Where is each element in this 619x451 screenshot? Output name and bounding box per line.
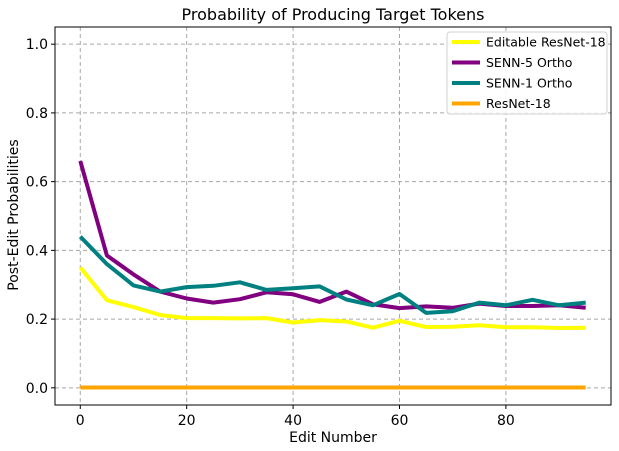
- plot-area-frame: [54, 26, 612, 406]
- y-tick-label: 0.0: [26, 381, 48, 397]
- legend-label-editable-resnet-18: Editable ResNet-18: [486, 35, 606, 50]
- legend: Editable ResNet-18 SENN-5 Ortho SENN-1 Ort…: [446, 31, 608, 115]
- series-line-editable-resnet-18: [78, 266, 586, 330]
- x-tick-label: 20: [178, 413, 196, 429]
- series-line-senn-5-ortho: [78, 160, 586, 311]
- legend-label-senn-1-ortho: SENN-1 Ortho: [486, 76, 572, 91]
- x-tick-label: 0: [76, 413, 85, 429]
- x-axis-label: Edit Number: [289, 430, 377, 446]
- x-tick-label: 80: [497, 413, 515, 429]
- y-tick-label: 0.8: [26, 106, 48, 122]
- axis-ticks: 0 20 40 60 80 0.0 0.2 0.4 0.6 0.8 1.0: [26, 37, 515, 429]
- y-tick-label: 0.2: [26, 312, 48, 328]
- x-tick-label: 40: [284, 413, 302, 429]
- legend-label-resnet-18: ResNet-18: [486, 96, 551, 111]
- legend-label-senn-5-ortho: SENN-5 Ortho: [486, 55, 572, 70]
- y-axis-label: Post-Edit Probabilities: [6, 139, 22, 290]
- y-tick-label: 1.0: [26, 37, 48, 53]
- series-line-senn-1-ortho: [78, 235, 586, 315]
- y-tick-label: 0.6: [26, 175, 48, 191]
- legend-box: [446, 31, 608, 115]
- chart-title: Probability of Producing Target Tokens: [182, 5, 485, 24]
- x-tick-label: 60: [391, 413, 409, 429]
- y-tick-label: 0.4: [26, 243, 48, 259]
- series-lines: [78, 160, 586, 390]
